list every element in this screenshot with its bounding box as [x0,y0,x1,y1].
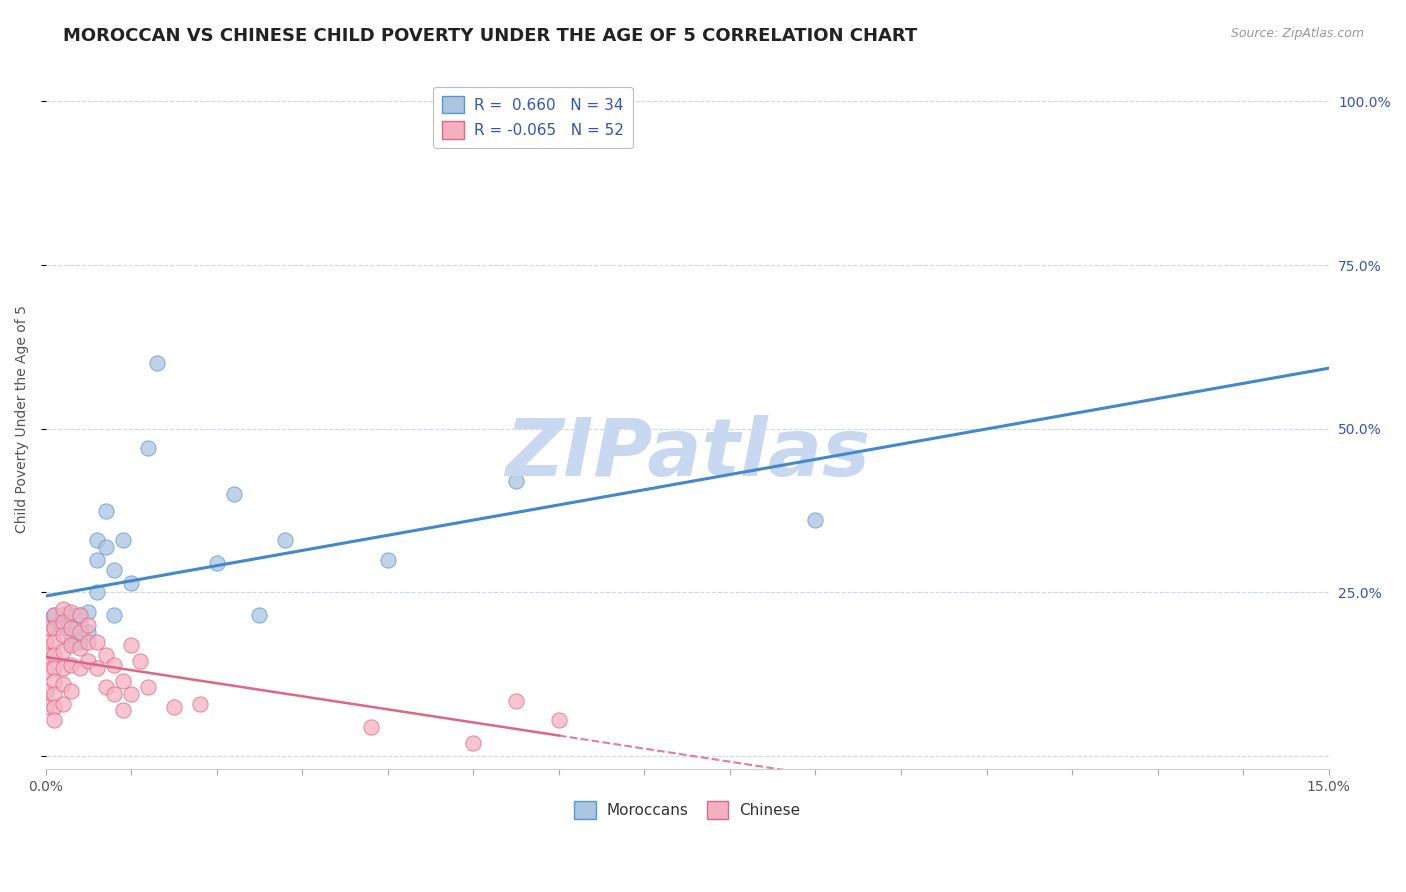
Point [52,677,75,691]
Point [69,661,91,675]
Point [34,634,56,648]
Point [52,622,75,636]
Point [60,628,83,642]
Point [60,608,83,623]
Point [94,648,117,662]
Point [86,552,108,566]
Point [52,697,75,711]
Point [505,474,527,488]
Point [52,602,75,616]
Point [69,618,91,632]
Point [44,713,66,727]
Point [111,703,134,717]
Point [120,575,142,590]
Point [34,700,56,714]
Point [120,687,142,701]
Point [34,622,56,636]
Point [163,700,186,714]
Point [804,513,827,527]
Point [52,661,75,675]
Point [77,634,100,648]
Point [86,661,108,675]
Point [60,683,83,698]
Point [103,563,125,577]
Point [377,552,399,566]
Point [94,503,117,517]
Point [60,605,83,619]
Point [222,487,245,501]
Point [94,540,117,554]
Point [60,657,83,672]
Point [249,608,271,623]
Point [111,673,134,688]
Point [69,608,91,623]
Point [44,622,66,636]
Point [60,638,83,652]
Point [111,533,134,547]
Point [69,624,91,639]
Point [103,657,125,672]
Point [52,608,75,623]
Point [39,612,62,626]
Point [44,700,66,714]
Point [103,687,125,701]
Point [274,533,297,547]
Point [34,683,56,698]
Text: MOROCCAN VS CHINESE CHILD POVERTY UNDER THE AGE OF 5 CORRELATION CHART: MOROCCAN VS CHINESE CHILD POVERTY UNDER … [63,27,918,45]
Point [52,618,75,632]
Point [52,615,75,629]
Point [136,681,159,695]
Point [52,628,75,642]
Text: Source: ZipAtlas.com: Source: ZipAtlas.com [1230,27,1364,40]
Point [44,622,66,636]
Point [86,533,108,547]
Point [94,681,117,695]
Point [547,713,569,727]
Y-axis label: Child Poverty Under the Age of 5: Child Poverty Under the Age of 5 [15,305,30,533]
Point [463,736,485,750]
Point [44,608,66,623]
Point [136,442,159,456]
Point [77,624,100,639]
Point [44,673,66,688]
Point [360,720,382,734]
Legend: Moroccans, Chinese: Moroccans, Chinese [568,795,806,825]
Point [188,697,211,711]
Point [205,556,228,570]
Point [48,618,70,632]
Point [120,638,142,652]
Point [86,585,108,599]
Point [77,605,100,619]
Point [77,654,100,668]
Point [69,634,91,648]
Point [60,634,83,648]
Point [52,644,75,658]
Point [128,654,150,668]
Point [34,664,56,678]
Point [86,634,108,648]
Point [44,687,66,701]
Point [60,608,83,623]
Point [77,618,100,632]
Point [103,608,125,623]
Point [44,634,66,648]
Point [69,608,91,623]
Point [60,622,83,636]
Point [69,641,91,656]
Point [44,608,66,623]
Point [44,648,66,662]
Point [505,693,527,707]
Text: ZIPatlas: ZIPatlas [505,415,870,493]
Point [34,648,56,662]
Point [44,661,66,675]
Point [146,356,169,370]
